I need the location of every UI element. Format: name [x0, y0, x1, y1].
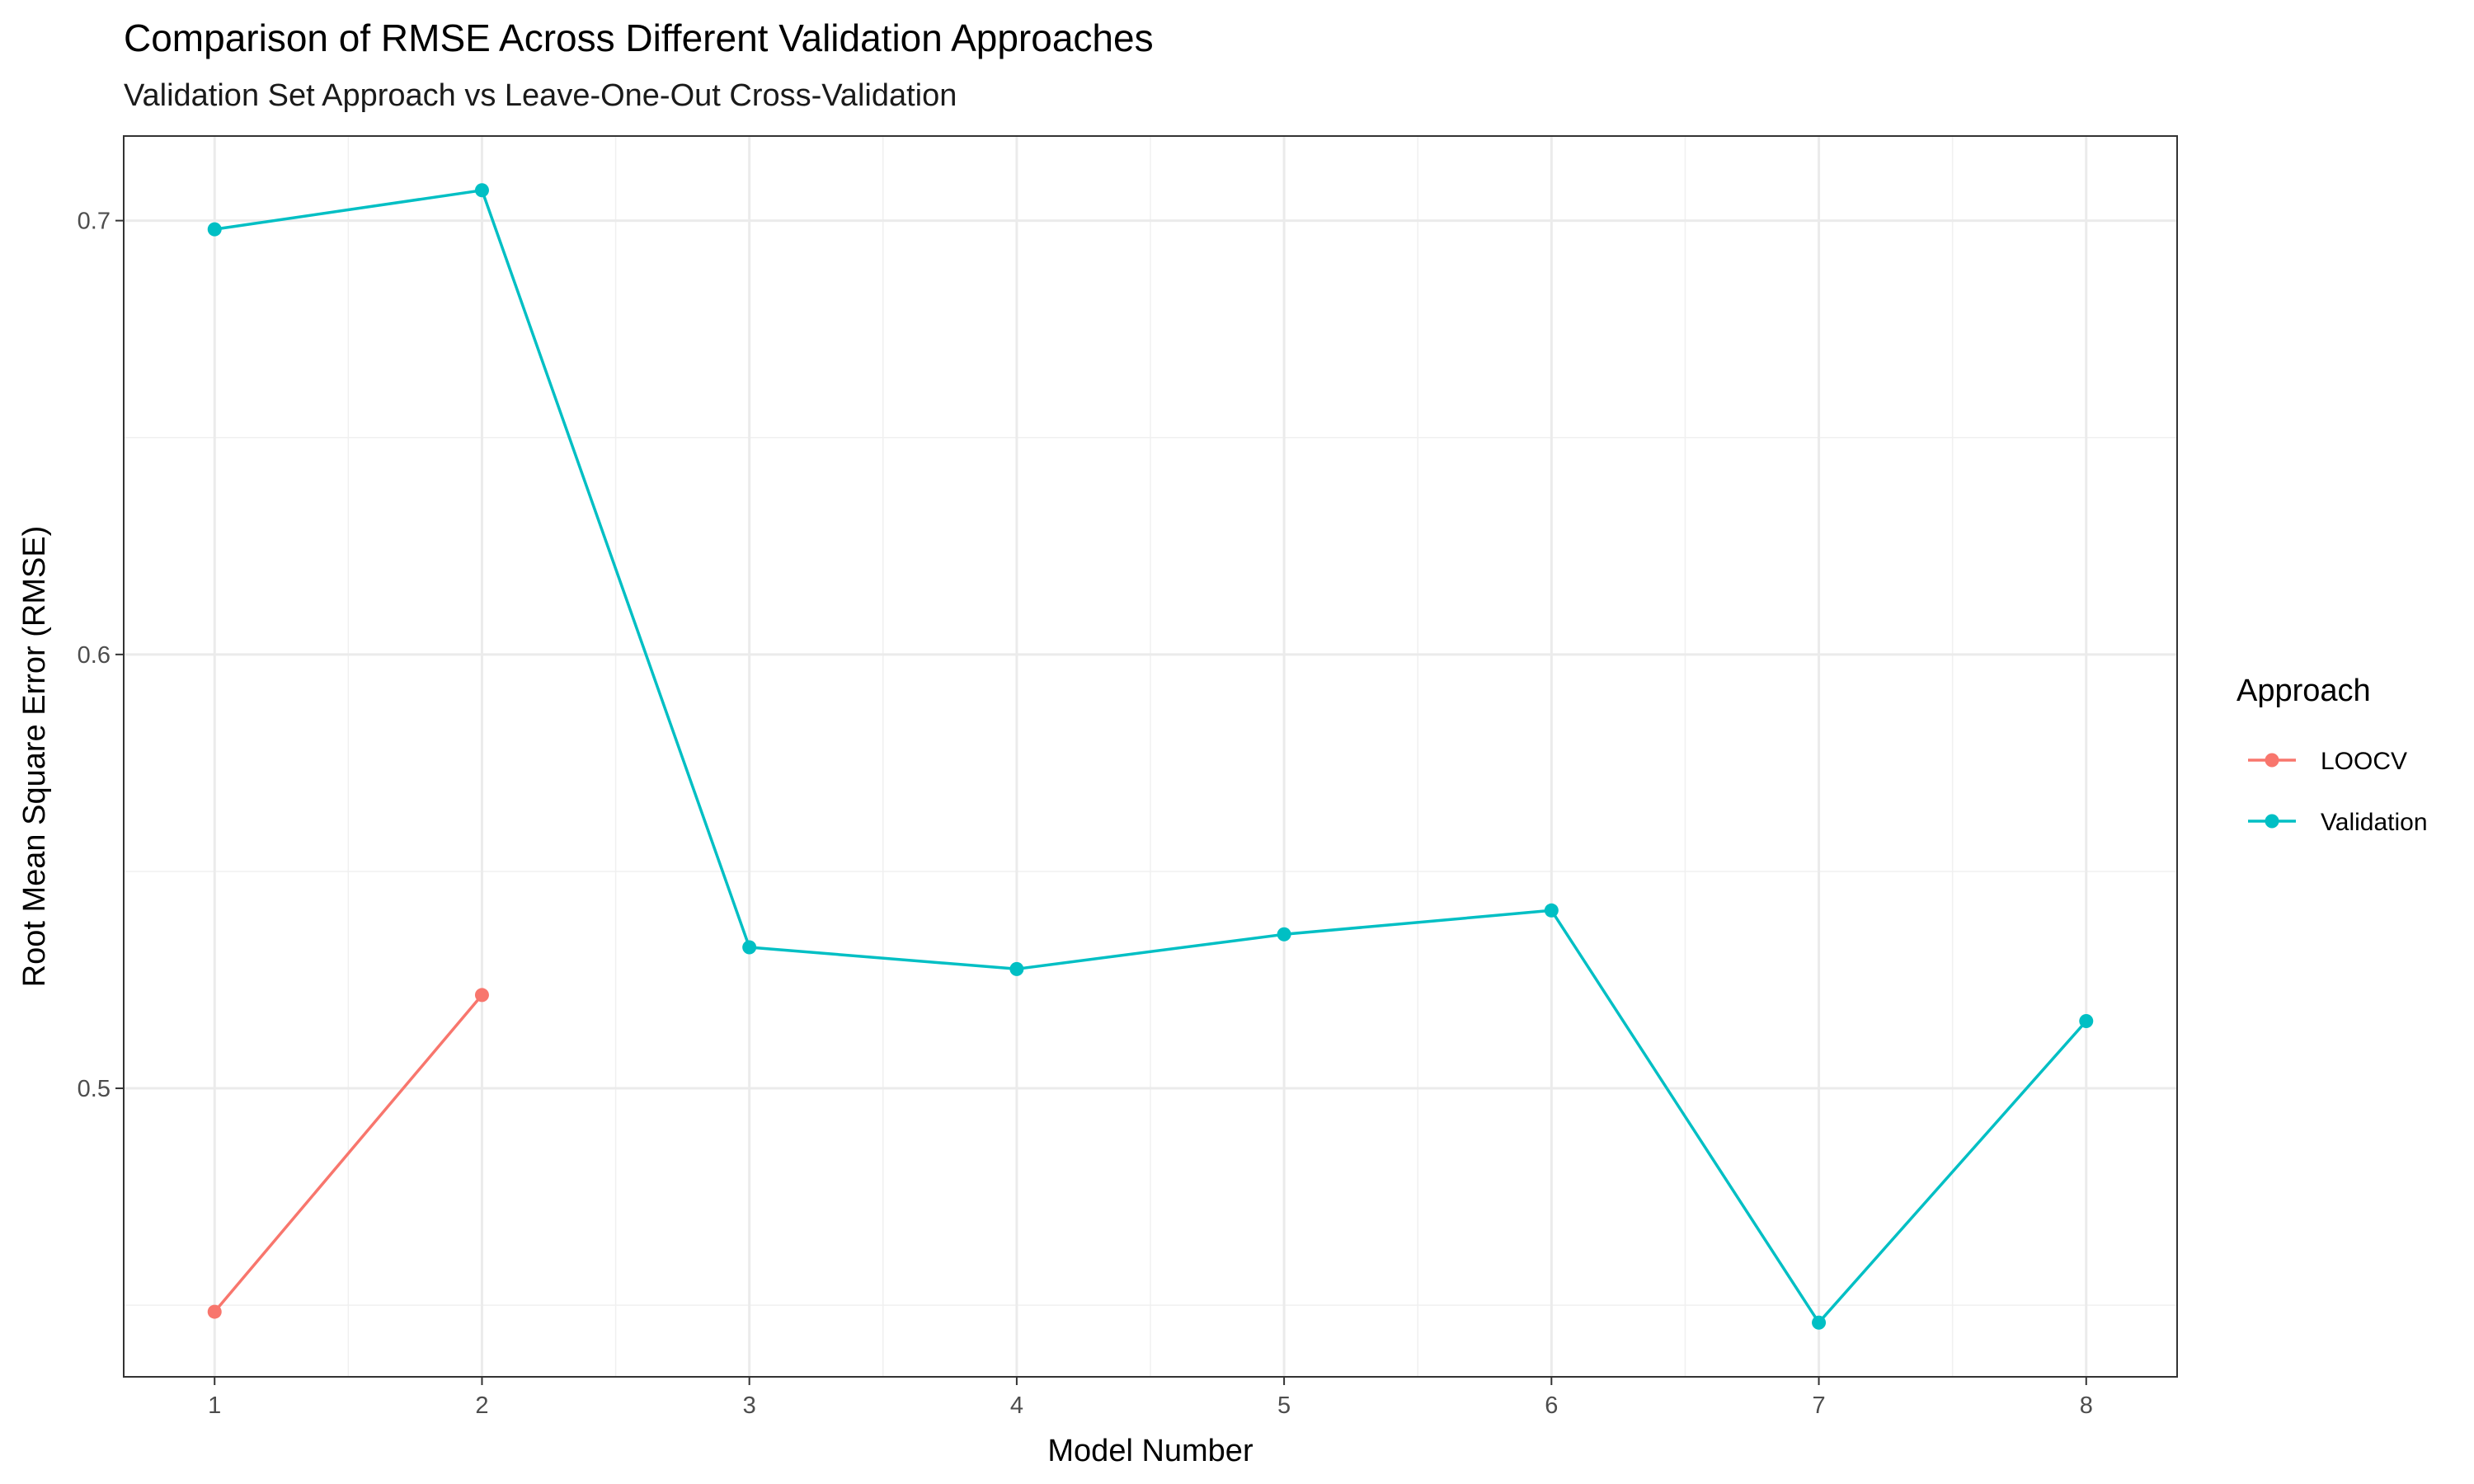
data-point-validation [207, 222, 222, 237]
series-line-validation [214, 189, 2088, 1324]
x-axis-title: Model Number [1047, 1434, 1253, 1468]
legend: Approach LOOCV Validation [2236, 674, 2428, 836]
x-tick-label: 6 [1545, 1392, 1558, 1419]
x-tick-label: 2 [475, 1392, 488, 1419]
minor-gridlines [124, 136, 2177, 1377]
axis-ticks: 1 2 3 4 5 6 7 8 0.5 0.6 0.7 [78, 209, 2093, 1419]
legend-key-point-loocv [2265, 753, 2279, 768]
major-gridlines [124, 136, 2177, 1377]
legend-label-validation: Validation [2321, 809, 2428, 836]
legend-label-loocv: LOOCV [2321, 748, 2407, 775]
chart-title: Comparison of RMSE Across Different Vali… [124, 16, 1154, 59]
data-point-validation [742, 940, 757, 955]
data-point-validation [1277, 927, 1291, 942]
x-tick-label: 3 [743, 1392, 756, 1419]
data-point-validation [1544, 903, 1559, 918]
legend-key-point-validation [2265, 814, 2279, 829]
data-point-validation [474, 183, 489, 198]
data-point-validation [1812, 1315, 1827, 1330]
series-layer [207, 183, 2094, 1330]
legend-items: LOOCV Validation [2248, 748, 2428, 836]
chart-subtitle: Validation Set Approach vs Leave-One-Out… [124, 78, 957, 113]
y-tick-label: 0.6 [78, 642, 111, 669]
x-tick-label: 5 [1277, 1392, 1291, 1419]
x-tick-label: 7 [1812, 1392, 1825, 1419]
series-line-loocv [213, 993, 483, 1313]
data-point-loocv [207, 1304, 222, 1319]
data-point-loocv [474, 988, 489, 1003]
y-axis-title: Root Mean Square Error (RMSE) [17, 526, 52, 988]
x-tick-label: 1 [208, 1392, 221, 1419]
data-point-validation [2079, 1013, 2094, 1028]
legend-title: Approach [2236, 674, 2371, 708]
data-point-validation [1009, 961, 1024, 976]
y-tick-label: 0.5 [78, 1076, 111, 1102]
y-tick-label: 0.7 [78, 209, 111, 235]
x-tick-label: 8 [2080, 1392, 2093, 1419]
plot-panel-border [123, 135, 2178, 1378]
x-tick-label: 4 [1010, 1392, 1023, 1419]
